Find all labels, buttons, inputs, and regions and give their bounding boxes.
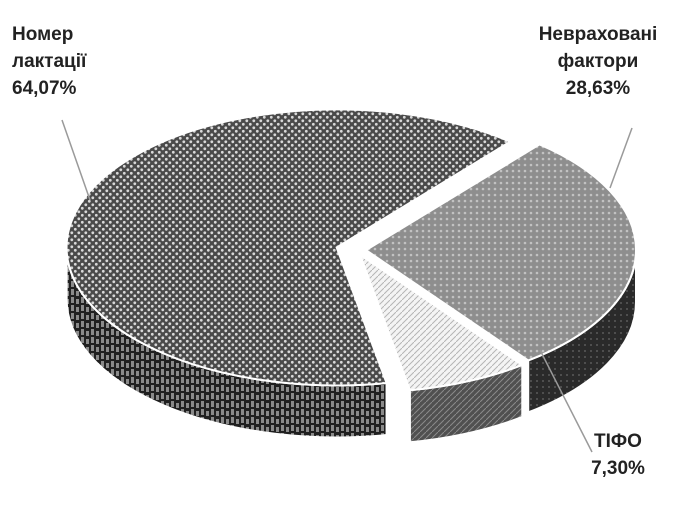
- leader-line-unaccounted-factors: [609, 127, 633, 189]
- data-label-tifo: ТІФО 7,30%: [591, 431, 645, 479]
- data-label-line: Номер: [12, 24, 73, 45]
- pie-slice-unaccounted-factors: [364, 143, 637, 362]
- leader-line-tifo: [539, 349, 593, 453]
- data-label-lactation-number: Номер лактації 64,07%: [12, 24, 87, 99]
- pie-slice-lactation-number: [65, 108, 513, 387]
- data-label-unaccounted-factors: Неврахованi фактори 28,63%: [539, 24, 658, 99]
- data-label-line: 7,30%: [591, 458, 645, 479]
- data-label-line: Неврахованi: [539, 24, 658, 45]
- data-label-line: фактори: [558, 51, 639, 72]
- data-label-line: лактації: [12, 51, 87, 72]
- pie-slice-tifo: [358, 252, 525, 392]
- data-label-line: 28,63%: [566, 78, 631, 99]
- data-label-line: 64,07%: [12, 78, 77, 99]
- leader-line-lactation-number: [61, 119, 91, 201]
- data-label-line: ТІФО: [594, 431, 642, 452]
